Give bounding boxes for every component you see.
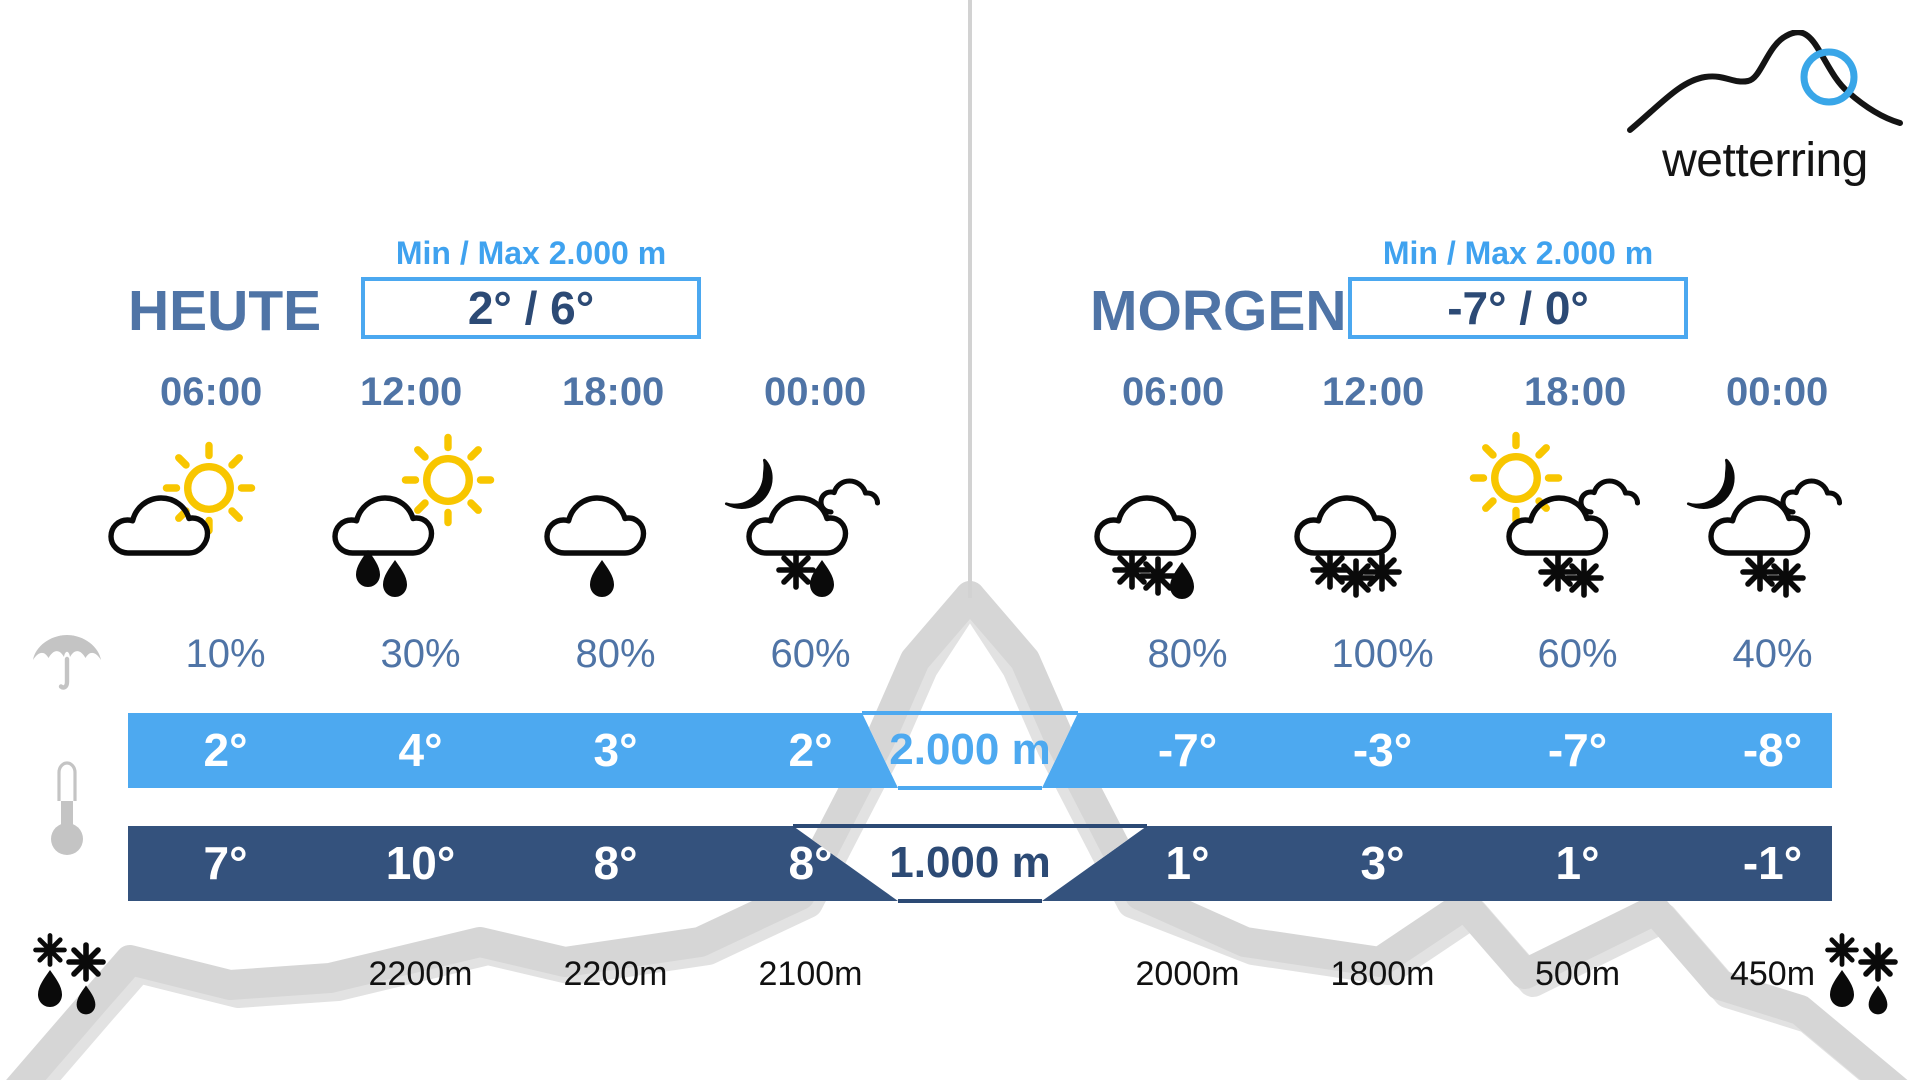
svg-text:2.000 m: 2.000 m (889, 725, 1050, 774)
svg-text:1.000 m: 1.000 m (889, 838, 1050, 887)
